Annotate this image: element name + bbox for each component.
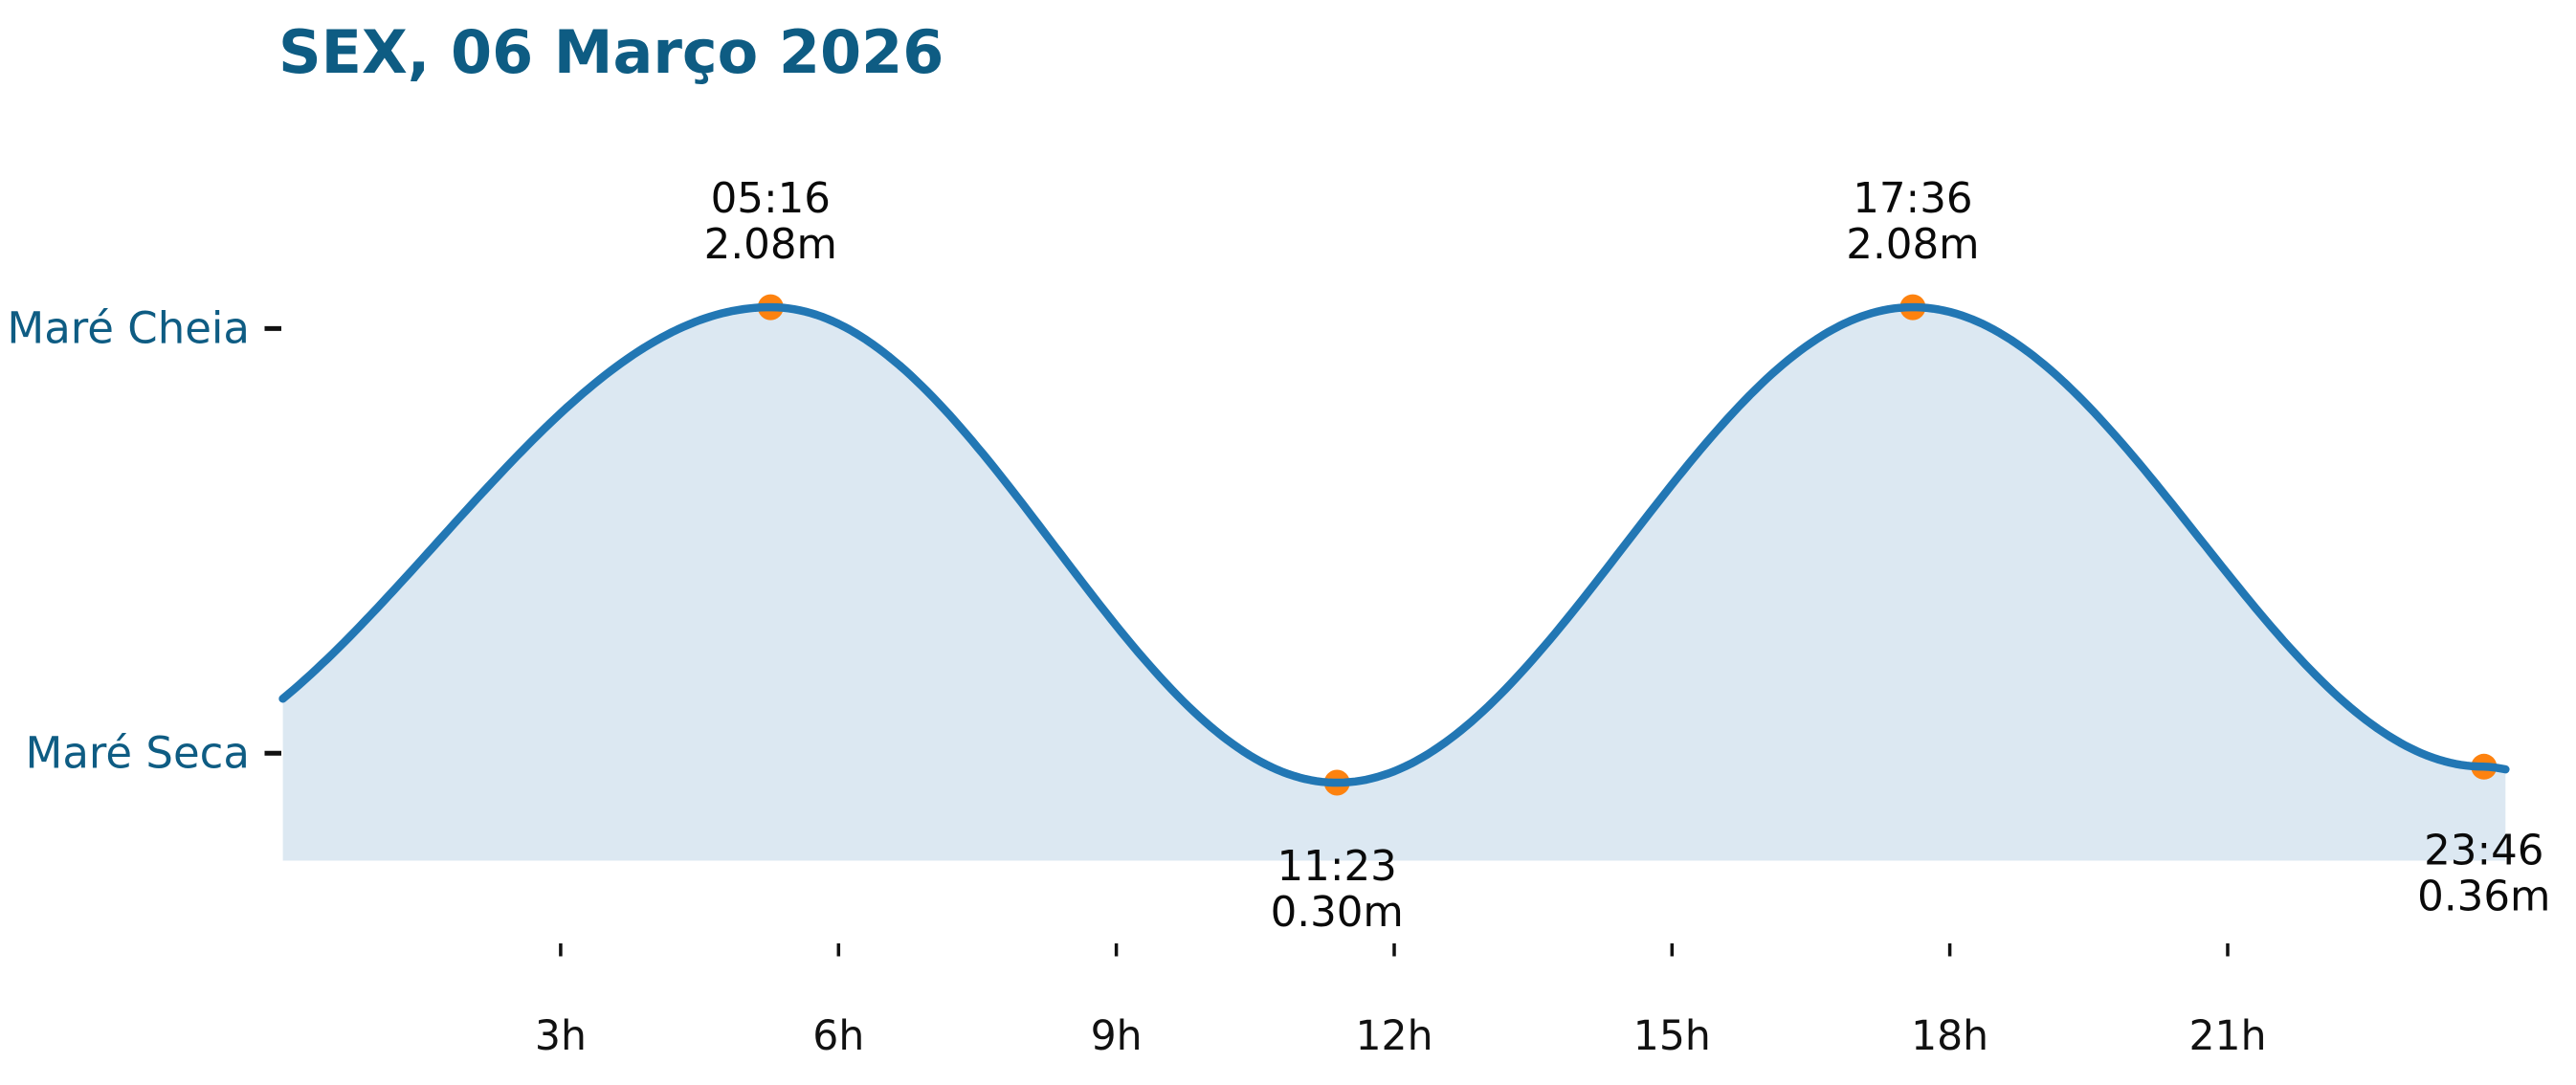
x-tick-label: 21h [2188, 1013, 2266, 1060]
tide-curve-line [278, 302, 2510, 787]
extreme-time-label: 05:16 [711, 175, 831, 223]
y-axis-label: Maré Cheia [7, 302, 250, 353]
extreme-height-label: 0.36m [2417, 873, 2550, 920]
x-tick-label: 12h [1355, 1013, 1432, 1060]
extreme-height-label: 0.30m [1271, 889, 1404, 937]
extreme-height-label: 2.08m [1846, 221, 1979, 269]
y-axis-label: Maré Seca [26, 727, 250, 778]
chart-title: SEX, 06 Março 2026 [278, 17, 944, 87]
extreme-time-label: 17:36 [1853, 175, 1972, 223]
extreme-time-label: 23:46 [2424, 827, 2543, 875]
x-tick-label: 18h [1911, 1013, 1988, 1060]
x-axis: 3h 6h 9h 12h 15h 18h 21h [535, 943, 2267, 1060]
x-tick-label: 9h [1091, 1013, 1143, 1060]
x-tick-label: 6h [812, 1013, 864, 1060]
x-tick-label: 3h [535, 1013, 587, 1060]
extreme-time-label: 11:23 [1277, 843, 1397, 891]
extreme-height-label: 2.08m [704, 221, 837, 269]
x-tick-label: 15h [1633, 1013, 1711, 1060]
y-axis: Maré Cheia Maré Seca [7, 302, 281, 778]
tide-area-fill [282, 307, 2506, 861]
